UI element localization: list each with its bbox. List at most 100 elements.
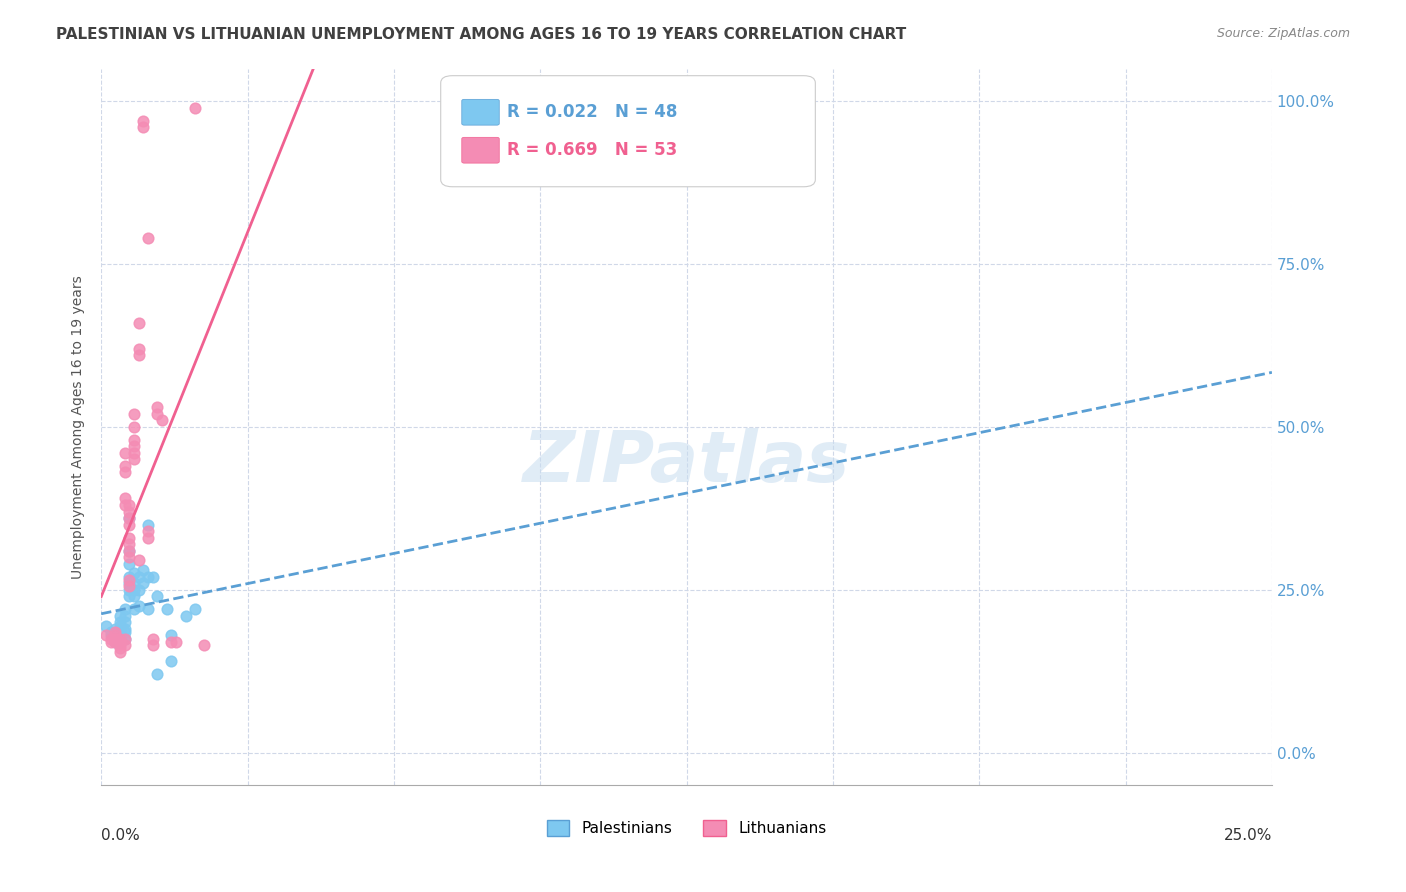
Point — [104, 632, 127, 646]
Point — [108, 634, 131, 648]
Point — [165, 634, 187, 648]
Point — [128, 316, 150, 330]
Point — [118, 550, 141, 565]
Point — [132, 120, 155, 135]
Point — [118, 582, 141, 597]
Text: R = 0.669   N = 53: R = 0.669 N = 53 — [508, 141, 678, 159]
Point — [128, 342, 150, 356]
Point — [122, 452, 145, 467]
Point — [104, 634, 127, 648]
Text: 0.0%: 0.0% — [101, 828, 141, 843]
Point — [108, 644, 131, 658]
Point — [118, 517, 141, 532]
Point — [122, 433, 145, 447]
Point — [118, 504, 141, 518]
Point — [118, 576, 141, 591]
Point — [146, 407, 169, 421]
Point — [136, 602, 159, 616]
Point — [108, 618, 131, 632]
Point — [114, 632, 136, 646]
Point — [104, 622, 127, 636]
Point — [118, 589, 141, 603]
Point — [122, 576, 145, 591]
Text: 25.0%: 25.0% — [1223, 828, 1272, 843]
Point — [156, 602, 179, 616]
Point — [104, 628, 127, 642]
Point — [118, 537, 141, 551]
Point — [114, 491, 136, 506]
Point — [94, 628, 117, 642]
Point — [114, 632, 136, 646]
Point — [150, 413, 173, 427]
Point — [128, 582, 150, 597]
Point — [108, 641, 131, 656]
Point — [128, 569, 150, 583]
Point — [100, 634, 122, 648]
Point — [160, 628, 183, 642]
Point — [136, 231, 159, 245]
Point — [118, 573, 141, 587]
Point — [146, 401, 169, 415]
Text: ZIPatlas: ZIPatlas — [523, 428, 851, 497]
Point — [108, 622, 131, 636]
Point — [132, 113, 155, 128]
Point — [104, 628, 127, 642]
Point — [114, 625, 136, 640]
Point — [94, 618, 117, 632]
Text: PALESTINIAN VS LITHUANIAN UNEMPLOYMENT AMONG AGES 16 TO 19 YEARS CORRELATION CHA: PALESTINIAN VS LITHUANIAN UNEMPLOYMENT A… — [56, 27, 907, 42]
Point — [142, 638, 165, 652]
Point — [108, 634, 131, 648]
Point — [122, 566, 145, 581]
Point — [160, 654, 183, 668]
Point — [122, 407, 145, 421]
Point — [108, 625, 131, 640]
Point — [122, 589, 145, 603]
Point — [142, 632, 165, 646]
Point — [100, 628, 122, 642]
Point — [128, 553, 150, 567]
Point — [136, 517, 159, 532]
Point — [184, 101, 207, 115]
Point — [118, 498, 141, 512]
Point — [122, 582, 145, 597]
Point — [174, 608, 197, 623]
Point — [136, 524, 159, 538]
Text: Source: ZipAtlas.com: Source: ZipAtlas.com — [1216, 27, 1350, 40]
Point — [118, 511, 141, 525]
Point — [114, 466, 136, 480]
Point — [132, 576, 155, 591]
Point — [108, 638, 131, 652]
Point — [146, 589, 169, 603]
Point — [114, 638, 136, 652]
Point — [118, 557, 141, 571]
Point — [184, 602, 207, 616]
Legend: Palestinians, Lithuanians: Palestinians, Lithuanians — [540, 814, 832, 842]
Point — [132, 563, 155, 577]
Point — [100, 625, 122, 640]
Point — [118, 569, 141, 583]
Point — [122, 419, 145, 434]
Point — [122, 446, 145, 460]
Point — [104, 634, 127, 648]
Point — [114, 622, 136, 636]
Point — [104, 632, 127, 646]
Point — [118, 543, 141, 558]
Point — [160, 634, 183, 648]
Point — [136, 569, 159, 583]
Point — [118, 511, 141, 525]
Point — [100, 632, 122, 646]
Point — [142, 569, 165, 583]
Point — [114, 446, 136, 460]
Point — [118, 543, 141, 558]
Text: R = 0.022   N = 48: R = 0.022 N = 48 — [508, 103, 678, 121]
FancyBboxPatch shape — [461, 99, 499, 125]
Point — [114, 458, 136, 473]
Point — [193, 638, 215, 652]
Point — [128, 599, 150, 613]
Point — [118, 579, 141, 593]
Point — [146, 667, 169, 681]
Point — [128, 348, 150, 362]
Point — [108, 632, 131, 646]
Point — [136, 531, 159, 545]
Y-axis label: Unemployment Among Ages 16 to 19 years: Unemployment Among Ages 16 to 19 years — [72, 275, 86, 579]
